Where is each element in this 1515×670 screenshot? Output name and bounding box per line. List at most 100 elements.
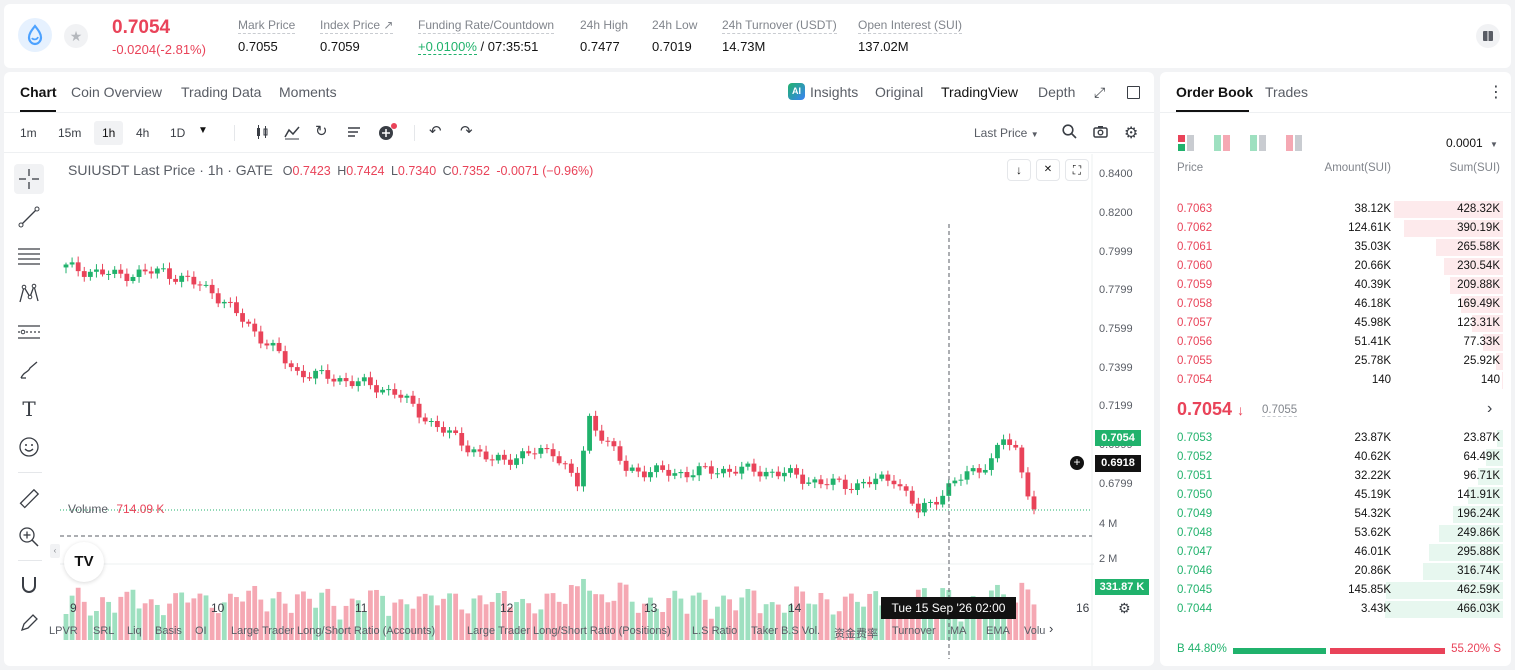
timeframe-4h[interactable]: 4h [136,126,150,140]
book-view-bids-icon[interactable] [1250,135,1266,154]
ask-price[interactable]: 0.7062 [1177,222,1213,234]
tab-moments[interactable]: Moments [279,84,337,100]
indicator-item[interactable]: L.S Ratio [692,625,738,637]
tab-chart[interactable]: Chart [20,84,57,100]
replay-icon[interactable]: ↻ [315,123,328,140]
ask-price[interactable]: 0.7063 [1177,203,1213,215]
indicator-item[interactable]: Large Trader Long/Short Ratio (Positions… [467,625,671,637]
search-icon[interactable] [1062,124,1077,142]
view-insights[interactable]: Insights [810,84,859,100]
collapse-icon[interactable]: ✕ [1036,159,1060,181]
crosshair-icon[interactable] [14,164,44,194]
bid-price[interactable]: 0.7044 [1177,603,1213,615]
timeframe-15m[interactable]: 15m [58,126,82,140]
indicator-item[interactable]: SRL [93,625,115,637]
ask-price[interactable]: 0.7056 [1177,336,1213,348]
book-icon[interactable] [1476,24,1500,48]
bid-row[interactable]: 0.7044 3.43K 466.03K [1160,600,1511,619]
text-tool-icon[interactable]: T [22,397,36,421]
pencil-lock-icon[interactable] [14,608,44,638]
ask-price[interactable]: 0.7055 [1177,355,1213,367]
view-original[interactable]: Original [875,84,924,100]
ask-price[interactable]: 0.7054 [1177,374,1213,386]
bid-price[interactable]: 0.7046 [1177,565,1213,577]
ask-price[interactable]: 0.7060 [1177,260,1213,272]
ask-price[interactable]: 0.7059 [1177,279,1213,291]
tab-coin-overview[interactable]: Coin Overview [71,84,163,100]
indicator-item[interactable]: Basis [155,625,182,637]
redo-icon[interactable]: ↷ [460,123,473,140]
bid-price[interactable]: 0.7050 [1177,489,1213,501]
undo-icon[interactable]: ↶ [429,123,442,140]
ask-row[interactable]: 0.7056 51.41K 77.33K [1160,333,1511,352]
bid-price[interactable]: 0.7047 [1177,546,1213,558]
indicator-item[interactable]: MA [950,625,967,637]
bid-row[interactable]: 0.7048 53.62K 249.86K [1160,524,1511,543]
ask-row[interactable]: 0.7054 140 140 [1160,371,1511,390]
ask-row[interactable]: 0.7057 45.98K 123.31K [1160,314,1511,333]
candles-icon[interactable] [254,124,270,143]
ask-row[interactable]: 0.7055 25.78K 25.92K [1160,352,1511,371]
scroll-down-icon[interactable]: ↓ [1007,159,1031,181]
bid-row[interactable]: 0.7045 145.85K 462.59K [1160,581,1511,600]
bid-row[interactable]: 0.7046 20.86K 316.74K [1160,562,1511,581]
indicator-item[interactable]: Volu [1024,625,1046,637]
ask-price[interactable]: 0.7057 [1177,317,1213,329]
add-alert-icon[interactable] [378,123,398,144]
templates-icon[interactable] [346,124,362,143]
fullscreen-icon[interactable]: ⛶ [1065,159,1089,181]
bid-row[interactable]: 0.7051 32.22K 96.71K [1160,467,1511,486]
bid-row[interactable]: 0.7050 45.19K 141.91K [1160,486,1511,505]
indicator-scroll-right-icon[interactable]: › [1049,621,1054,636]
ask-row[interactable]: 0.7059 40.39K 209.88K [1160,276,1511,295]
view-tradingview[interactable]: TradingView [941,84,1019,100]
bid-price[interactable]: 0.7052 [1177,451,1213,463]
timeframe-1m[interactable]: 1m [20,126,37,140]
favorite-star-icon[interactable]: ★ [64,24,88,48]
indicator-item[interactable]: Taker B.S Vol. [751,625,821,637]
indicator-item[interactable]: Large Trader Long/Short Ratio (Accounts) [231,625,436,637]
fib-icon[interactable] [14,317,44,347]
emoji-icon[interactable] [14,432,44,462]
book-view-both-icon[interactable] [1178,135,1194,154]
bid-row[interactable]: 0.7053 23.87K 23.87K [1160,429,1511,448]
indicator-item[interactable]: Turnover [892,625,936,637]
pattern-icon[interactable] [14,279,44,309]
magnet-icon[interactable] [14,570,44,600]
bid-row[interactable]: 0.7049 54.32K 196.24K [1160,505,1511,524]
indicator-item[interactable]: Liq [127,625,142,637]
horizontal-lines-icon[interactable] [14,241,44,271]
book-view-split-icon[interactable] [1214,135,1230,154]
collapse-toolbar-icon[interactable]: ‹ [50,544,60,558]
timeframe-1h[interactable]: 1h [94,121,124,145]
ask-row[interactable]: 0.7062 124.61K 390.19K [1160,219,1511,238]
ask-row[interactable]: 0.7061 35.03K 265.58K [1160,238,1511,257]
bid-price[interactable]: 0.7051 [1177,470,1213,482]
tab-trading-data[interactable]: Trading Data [181,84,262,100]
indicator-item[interactable]: 资金费率 [834,628,878,640]
ask-row[interactable]: 0.7060 20.66K 230.54K [1160,257,1511,276]
timeframe-dropdown-icon[interactable]: ▼ [198,125,208,136]
add-order-plus-icon[interactable]: + [1070,456,1084,470]
tab-trades[interactable]: Trades [1265,84,1309,100]
bid-row[interactable]: 0.7052 40.62K 64.49K [1160,448,1511,467]
ask-row[interactable]: 0.7063 38.12K 428.32K [1160,200,1511,219]
chevron-right-icon[interactable]: › [1487,400,1493,417]
bid-price[interactable]: 0.7053 [1177,432,1213,444]
price-chart[interactable] [4,154,1154,666]
indicators-icon[interactable] [284,124,300,143]
more-options-icon[interactable]: ⋮ [1488,84,1504,101]
bid-price[interactable]: 0.7048 [1177,527,1213,539]
ai-insights-icon[interactable]: AI [788,83,805,100]
view-depth[interactable]: Depth [1038,84,1076,100]
axis-settings-icon[interactable]: ⚙ [1118,600,1131,616]
ask-row[interactable]: 0.7058 46.18K 169.49K [1160,295,1511,314]
bid-row[interactable]: 0.7047 46.01K 295.88K [1160,543,1511,562]
trend-line-icon[interactable] [14,202,44,232]
indicator-item[interactable]: LPVR [49,625,78,637]
window-icon[interactable] [1127,86,1140,99]
ask-price[interactable]: 0.7061 [1177,241,1213,253]
tab-order-book[interactable]: Order Book [1176,84,1254,100]
timeframe-1d[interactable]: 1D [170,126,186,140]
indicator-item[interactable]: OI [195,625,207,637]
